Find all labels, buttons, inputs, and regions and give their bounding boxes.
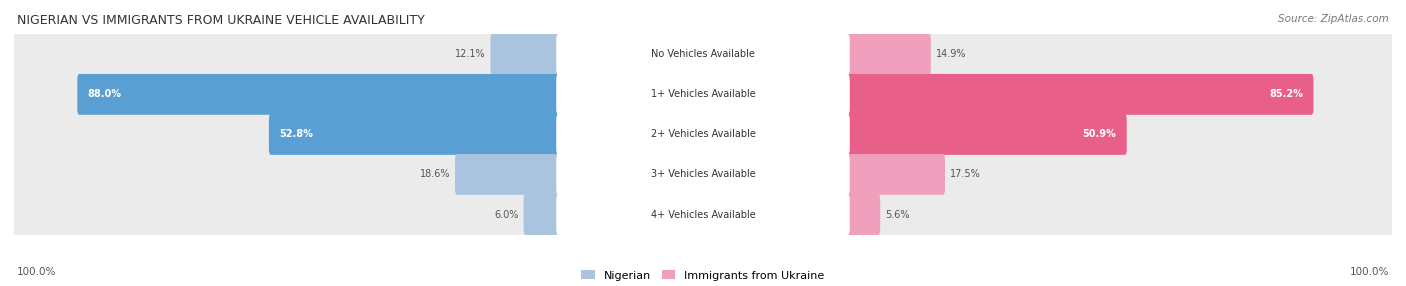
FancyBboxPatch shape (491, 34, 561, 75)
Text: 2+ Vehicles Available: 2+ Vehicles Available (651, 130, 755, 139)
FancyBboxPatch shape (269, 114, 561, 155)
FancyBboxPatch shape (557, 74, 849, 115)
FancyBboxPatch shape (845, 34, 931, 75)
Text: 18.6%: 18.6% (420, 170, 450, 179)
FancyBboxPatch shape (845, 114, 1126, 155)
FancyBboxPatch shape (845, 194, 880, 235)
FancyBboxPatch shape (77, 74, 561, 115)
FancyBboxPatch shape (13, 146, 1393, 203)
Text: 85.2%: 85.2% (1270, 90, 1303, 99)
Text: 1+ Vehicles Available: 1+ Vehicles Available (651, 90, 755, 99)
FancyBboxPatch shape (557, 114, 849, 155)
Text: Source: ZipAtlas.com: Source: ZipAtlas.com (1278, 14, 1389, 24)
Text: 6.0%: 6.0% (495, 210, 519, 219)
Text: 52.8%: 52.8% (280, 130, 314, 139)
FancyBboxPatch shape (557, 34, 849, 75)
Text: 14.9%: 14.9% (935, 49, 966, 59)
Text: 12.1%: 12.1% (456, 49, 485, 59)
FancyBboxPatch shape (13, 186, 1393, 243)
FancyBboxPatch shape (557, 194, 849, 235)
Text: 5.6%: 5.6% (884, 210, 910, 219)
FancyBboxPatch shape (845, 74, 1313, 115)
FancyBboxPatch shape (13, 25, 1393, 83)
FancyBboxPatch shape (557, 154, 849, 195)
FancyBboxPatch shape (13, 106, 1393, 163)
FancyBboxPatch shape (845, 154, 945, 195)
Text: 4+ Vehicles Available: 4+ Vehicles Available (651, 210, 755, 219)
Legend: Nigerian, Immigrants from Ukraine: Nigerian, Immigrants from Ukraine (576, 266, 830, 285)
Text: No Vehicles Available: No Vehicles Available (651, 49, 755, 59)
Text: 3+ Vehicles Available: 3+ Vehicles Available (651, 170, 755, 179)
FancyBboxPatch shape (456, 154, 561, 195)
Text: 100.0%: 100.0% (17, 267, 56, 277)
Text: 17.5%: 17.5% (950, 170, 980, 179)
Text: 100.0%: 100.0% (1350, 267, 1389, 277)
FancyBboxPatch shape (13, 65, 1393, 123)
Text: 88.0%: 88.0% (87, 90, 122, 99)
Text: NIGERIAN VS IMMIGRANTS FROM UKRAINE VEHICLE AVAILABILITY: NIGERIAN VS IMMIGRANTS FROM UKRAINE VEHI… (17, 14, 425, 27)
FancyBboxPatch shape (523, 194, 561, 235)
Text: 50.9%: 50.9% (1083, 130, 1116, 139)
